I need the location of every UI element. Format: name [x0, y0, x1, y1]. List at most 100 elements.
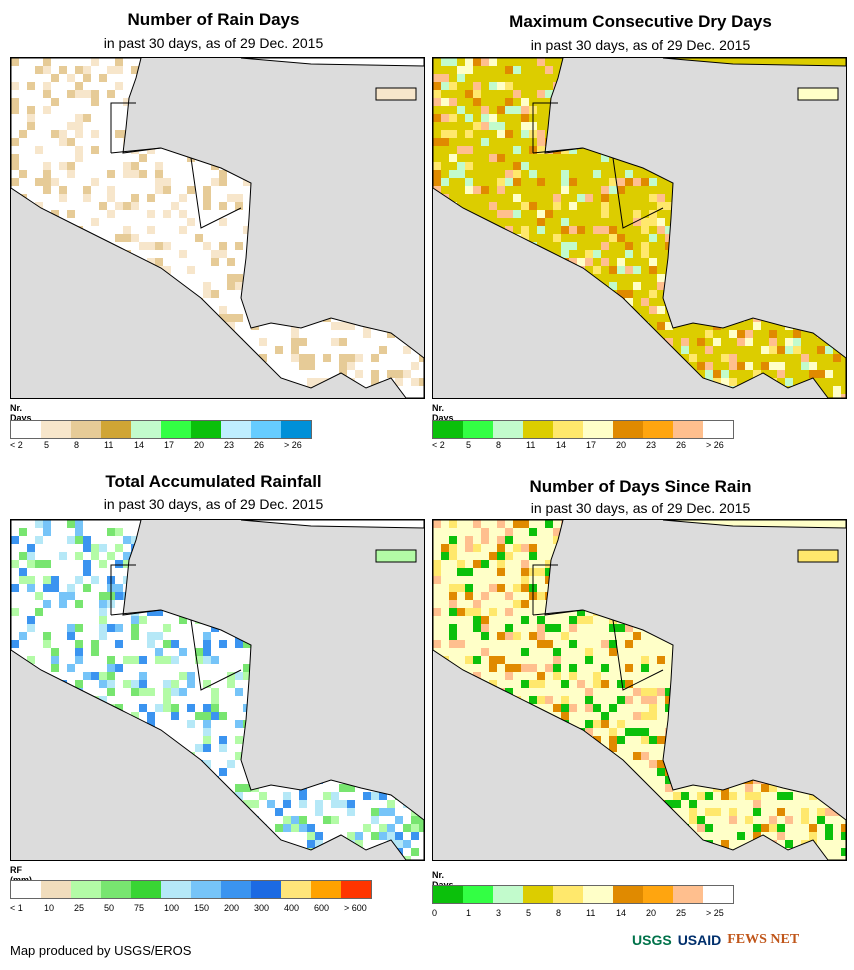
grid-cell	[243, 856, 251, 860]
grid-cell	[339, 354, 347, 362]
grid-cell	[729, 354, 737, 362]
grid-cell	[379, 346, 387, 354]
grid-cell	[433, 290, 441, 298]
grid-cell	[681, 266, 689, 274]
grid-cell	[219, 608, 227, 616]
grid-cell	[825, 314, 833, 322]
grid-cell	[67, 258, 75, 266]
grid-cell	[681, 672, 689, 680]
grid-cell	[593, 66, 601, 74]
grid-cell	[75, 202, 83, 210]
grid-cell	[163, 370, 171, 378]
grid-cell	[371, 258, 379, 266]
grid-cell	[521, 616, 529, 624]
grid-cell	[785, 624, 793, 632]
grid-cell	[43, 66, 51, 74]
grid-cell	[793, 768, 801, 776]
grid-cell	[841, 138, 846, 146]
map-panel[interactable]	[10, 519, 425, 861]
grid-cell	[99, 386, 107, 394]
grid-cell	[299, 258, 307, 266]
grid-cell	[841, 186, 846, 194]
grid-cell	[107, 808, 115, 816]
grid-cell	[187, 266, 195, 274]
grid-cell	[371, 346, 379, 354]
grid-cell	[211, 656, 219, 664]
grid-cell	[665, 370, 673, 378]
grid-cell	[419, 354, 424, 362]
grid-cell	[737, 712, 745, 720]
grid-cell	[179, 250, 187, 258]
grid-cell	[713, 720, 721, 728]
grid-cell	[825, 792, 833, 800]
grid-cell	[481, 314, 489, 322]
grid-cell	[331, 536, 339, 544]
grid-cell	[99, 394, 107, 398]
grid-cell	[195, 560, 203, 568]
grid-cell	[537, 210, 545, 218]
grid-cell	[697, 234, 705, 242]
grid-cell	[537, 178, 545, 186]
grid-cell	[617, 848, 625, 856]
grid-cell	[11, 816, 19, 824]
grid-cell	[817, 608, 825, 616]
grid-cell	[569, 58, 577, 66]
grid-cell	[609, 696, 617, 704]
map-panel[interactable]	[10, 57, 425, 399]
grid-cell	[809, 266, 817, 274]
grid-cell	[465, 314, 473, 322]
grid-cell	[235, 354, 243, 362]
grid-cell	[107, 66, 115, 74]
grid-cell	[235, 832, 243, 840]
grid-cell	[59, 194, 67, 202]
map-panel[interactable]	[432, 519, 847, 861]
grid-cell	[801, 298, 809, 306]
grid-cell	[553, 536, 561, 544]
grid-cell	[841, 776, 846, 784]
grid-cell	[641, 74, 649, 82]
grid-cell	[529, 632, 537, 640]
grid-cell	[19, 632, 27, 640]
grid-cell	[465, 146, 473, 154]
country-borders	[532, 102, 664, 229]
grid-cell	[339, 266, 347, 274]
grid-cell	[411, 624, 419, 632]
legend-tick: 23	[224, 440, 235, 450]
grid-cell	[745, 298, 753, 306]
grid-cell	[569, 624, 577, 632]
grid-cell	[371, 832, 379, 840]
grid-cell	[465, 800, 473, 808]
grid-cell	[99, 242, 107, 250]
grid-cell	[75, 130, 83, 138]
grid-cell	[601, 608, 609, 616]
grid-cell	[347, 306, 355, 314]
grid-cell	[617, 792, 625, 800]
grid-cell	[163, 704, 171, 712]
grid-cell	[43, 600, 51, 608]
grid-cell	[283, 568, 291, 576]
grid-cell	[67, 792, 75, 800]
grid-cell	[441, 314, 449, 322]
grid-cell	[697, 840, 705, 848]
grid-cell	[705, 680, 713, 688]
grid-cell	[395, 194, 403, 202]
grid-cell	[299, 170, 307, 178]
grid-cell	[411, 616, 419, 624]
grid-cell	[817, 648, 825, 656]
map-panel[interactable]	[432, 57, 847, 399]
grid-cell	[379, 194, 387, 202]
grid-cell	[195, 346, 203, 354]
grid-cell	[235, 672, 243, 680]
grid-cell	[785, 776, 793, 784]
grid-cell	[211, 370, 219, 378]
grid-cell	[11, 98, 19, 106]
grid-cell	[577, 370, 585, 378]
grid-cell	[115, 536, 123, 544]
grid-cell	[203, 194, 211, 202]
grid-cell	[147, 322, 155, 330]
grid-cell	[155, 210, 163, 218]
grid-cell	[323, 66, 331, 74]
grid-cell	[107, 832, 115, 840]
grid-cell	[529, 752, 537, 760]
grid-cell	[657, 760, 665, 768]
